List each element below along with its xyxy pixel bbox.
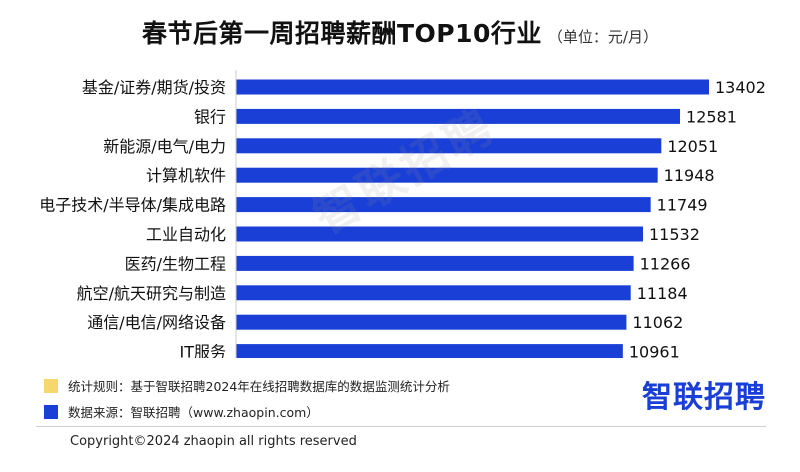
bar <box>236 108 681 124</box>
bar <box>236 138 662 154</box>
chart-title: 春节后第一周招聘薪酬TOP10行业 <box>142 19 542 48</box>
category-label: 银行 <box>194 107 226 126</box>
data-label: 11184 <box>637 284 688 303</box>
category-label: 航空/航天研究与制造 <box>77 284 226 303</box>
bar <box>236 226 644 242</box>
bar <box>236 314 627 330</box>
data-label: 10961 <box>629 343 680 358</box>
data-label: 11266 <box>640 254 691 273</box>
note-source: 数据来源：智联招聘（www.zhaopin.com） <box>44 402 319 421</box>
note-rule: 统计规则：基于智联招聘2024年在线招聘数据库的数据监测统计分析 <box>44 376 450 395</box>
data-label: 11532 <box>649 225 700 244</box>
copyright-text: Copyright©2024 zhaopin all rights reserv… <box>70 434 357 449</box>
category-label: 电子技术/半导体/集成电路 <box>39 196 226 215</box>
zhaopin-logo: 智联招聘 <box>642 380 766 415</box>
data-label: 11062 <box>632 313 683 332</box>
bar <box>236 167 658 183</box>
category-label: 计算机软件 <box>146 166 226 185</box>
category-label: 通信/电信/网络设备 <box>87 313 226 332</box>
data-label: 12581 <box>686 107 737 126</box>
data-label: 13402 <box>715 78 766 97</box>
bar <box>236 285 631 301</box>
category-label: 医药/生物工程 <box>125 254 226 273</box>
bar <box>236 255 634 271</box>
chart-title-row: 春节后第一周招聘薪酬TOP10行业 （单位：元/月） <box>0 14 800 50</box>
note-rule-text: 统计规则：基于智联招聘2024年在线招聘数据库的数据监测统计分析 <box>68 379 450 394</box>
note-source-text: 数据来源：智联招聘（www.zhaopin.com） <box>68 405 319 420</box>
unit-label: （单位：元/月） <box>547 28 658 46</box>
bar <box>236 344 623 358</box>
footer-divider <box>36 426 766 427</box>
data-label: 12051 <box>667 137 718 156</box>
source-swatch-icon <box>44 404 58 419</box>
category-label: 工业自动化 <box>146 225 226 244</box>
bar <box>236 79 709 95</box>
bar <box>236 197 651 213</box>
data-label: 11749 <box>657 196 708 215</box>
category-label: 基金/证券/期货/投资 <box>82 78 226 97</box>
category-label: IT服务 <box>180 343 227 358</box>
rule-swatch-icon <box>44 378 58 393</box>
data-label: 11948 <box>664 166 715 185</box>
bar-chart: 基金/证券/期货/投资 13402 银行 12581 新能源/电气/电力 12051 计算机… <box>39 70 766 358</box>
category-label: 新能源/电气/电力 <box>103 137 226 156</box>
